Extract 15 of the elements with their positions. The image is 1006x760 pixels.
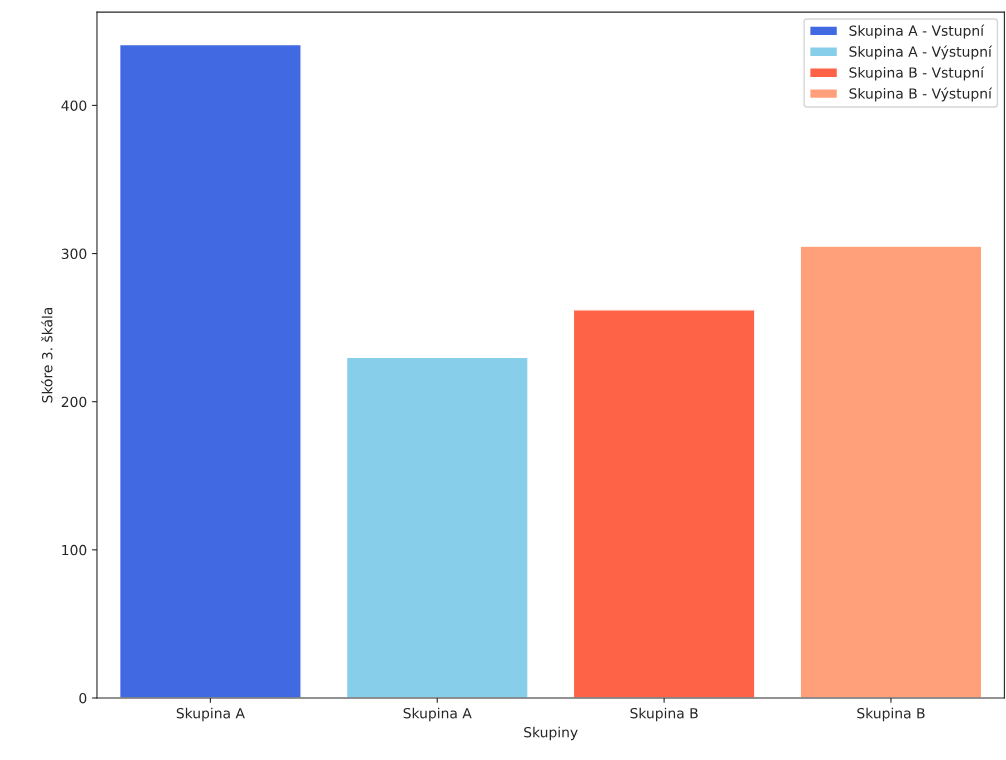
y-tick-label: 200 bbox=[61, 396, 87, 408]
x-axis-title: Skupiny bbox=[524, 726, 578, 741]
x-tick-label: Skupina B bbox=[630, 707, 698, 722]
legend-label: Skupina B - Vstupní bbox=[849, 66, 985, 81]
y-tick-label: 300 bbox=[61, 248, 87, 260]
legend-label: Skupina A - Vstupní bbox=[849, 24, 985, 39]
y-tick-label: 100 bbox=[62, 544, 87, 556]
y-axis-title: Skóre 3. škála bbox=[41, 307, 53, 403]
legend-label: Skupina B - Výstupní bbox=[849, 87, 993, 102]
y-tick-label: 400 bbox=[61, 100, 87, 111]
x-tick-label: Skupina B bbox=[857, 707, 925, 722]
legend-label: Skupina A - Výstupní bbox=[849, 45, 993, 60]
y-tick-label: 0 bbox=[79, 692, 87, 704]
x-tick-label: Skupina A bbox=[176, 707, 245, 722]
x-tick-label: Skupina A bbox=[403, 707, 472, 722]
